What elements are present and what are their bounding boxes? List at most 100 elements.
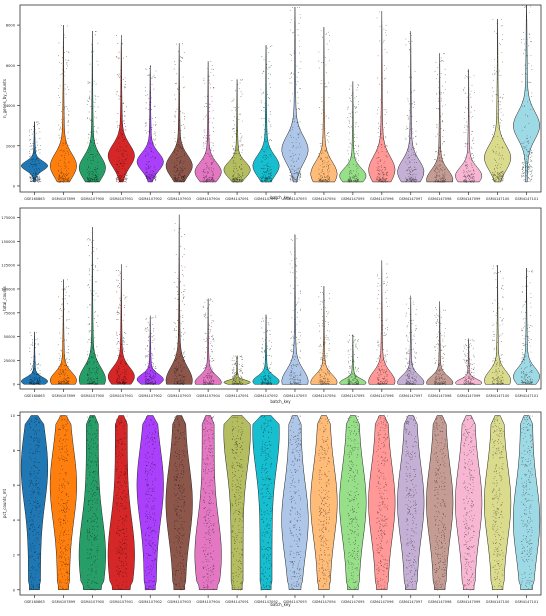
plot-frame: [19, 4, 542, 193]
x-tick-label: GSM4147095: [341, 600, 365, 604]
y-tick-label: 75000: [4, 311, 16, 315]
y-tick-label: 50000: [4, 335, 16, 339]
violin-GSM4147093: [281, 6, 309, 183]
violin-body: [281, 6, 309, 183]
violin-body: [455, 415, 483, 591]
violin-body: [513, 4, 541, 183]
violin-GSM4147098: [426, 53, 454, 183]
x-tick-label: GSM4107904: [196, 394, 220, 398]
violin-GSM4147099: [455, 338, 483, 385]
x-tick-label: GSM4147096: [370, 600, 394, 604]
violin-points: [463, 417, 475, 591]
x-tick-label: GSM4107903: [167, 197, 191, 201]
violin-body: [397, 295, 425, 385]
violin-body: [455, 338, 483, 385]
violin-GSM4107899: [49, 24, 77, 183]
violin-panel-2: 0 25000 50000 75000 100000 125000 150000 175000…: [1, 207, 542, 404]
y-tick-label: 8000: [6, 24, 16, 28]
violin-body: [252, 314, 280, 385]
violin-panel-1: 0 2000 4000 6000 8000 n_genes_by_counts batch_…: [2, 4, 542, 201]
violin-points: [376, 263, 388, 385]
violin-GSM4147101: [513, 267, 540, 385]
violin-GSM4147093: [281, 415, 309, 591]
violin-body: [107, 34, 135, 183]
y-tick-label: 0: [13, 184, 16, 188]
x-tick-label: GSM4107902: [138, 600, 162, 604]
x-tick-label: GSM4147096: [370, 394, 394, 398]
violin-points: [434, 53, 446, 183]
violin-points: [463, 339, 475, 385]
violin-body: [339, 415, 367, 591]
y-tick-label: 25000: [4, 359, 16, 363]
y-tick-label: 0: [13, 588, 16, 592]
x-tick-label: GSM4147098: [428, 197, 452, 201]
x-tick-label: GSM4147094: [312, 197, 336, 201]
violin-GSM4107903: [165, 415, 193, 591]
x-tick-label: GSM4147097: [399, 600, 423, 604]
violin-GSM4147097: [397, 295, 425, 385]
violin-points: [231, 355, 244, 385]
violin-points: [376, 415, 388, 590]
violin-body: [223, 415, 251, 591]
y-tick-label: 125000: [1, 264, 15, 268]
x-tick-label: GSM4147091: [225, 394, 249, 398]
violin-body: [426, 53, 454, 183]
violin-GSM4107902: [136, 315, 164, 385]
violin-body: [194, 61, 222, 183]
y-tick-label: 175000: [1, 216, 15, 220]
violin-GSM4147092: [252, 314, 280, 385]
y-axis-label: total_counts: [2, 286, 7, 311]
x-tick-label: GSM4147101: [515, 197, 539, 201]
violin-body: [397, 30, 425, 183]
x-tick-label: GSM4107904: [196, 197, 220, 201]
violin-points: [173, 415, 186, 591]
x-tick-label: GSM4147093: [283, 394, 307, 398]
x-tick-label: GSM4147091: [225, 600, 249, 604]
violin-body: [339, 81, 367, 183]
violin-GSM4107901: [107, 415, 135, 591]
x-tick-label: GSM4107899: [52, 394, 76, 398]
violin-body: [426, 301, 454, 385]
violin-body: [310, 26, 338, 183]
x-tick-label: GSE160863: [24, 197, 45, 201]
y-tick-label: 0: [13, 383, 16, 387]
y-tick-label: 4000: [6, 104, 16, 108]
violin-body: [20, 415, 49, 591]
y-tick-label: 2: [13, 553, 15, 557]
violin-body: [223, 355, 251, 385]
violin-body: [368, 260, 396, 385]
violin-GSM4107900: [78, 415, 106, 591]
violin-GSM4107901: [107, 263, 135, 385]
x-tick-label: GSM4147100: [486, 197, 510, 201]
violin-body: [310, 415, 338, 591]
violin-points: [434, 417, 446, 591]
x-tick-label: GSM4147098: [428, 600, 452, 604]
x-tick-label: GSM4147091: [225, 197, 249, 201]
violin-points: [144, 66, 157, 183]
x-tick-label: GSM4147095: [341, 394, 365, 398]
violin-GSM4147096: [368, 415, 396, 591]
violin-body: [455, 69, 483, 183]
x-tick-label: GSM4147099: [457, 197, 481, 201]
violin-GSM4147097: [397, 30, 425, 183]
violin-GSM4147091: [223, 79, 251, 183]
x-tick-label: GSM4147101: [515, 600, 539, 604]
violin-points: [57, 279, 70, 385]
y-axis-label: pct_counts_mt: [2, 488, 7, 518]
x-tick-label: GSM4147094: [312, 394, 336, 398]
violin-points: [173, 43, 186, 183]
violin-points: [434, 307, 446, 385]
violin-GSM4147100: [484, 415, 512, 591]
violin-points: [260, 45, 273, 183]
violin-panel-3: 0 2 4 6 8 10 pct_counts_mt batch_key GSE160863 GS…: [2, 411, 542, 607]
violin-GSM4107900: [78, 226, 106, 385]
violin-body: [50, 279, 77, 385]
violin-points: [405, 298, 417, 385]
x-tick-label: GSE160863: [24, 600, 45, 604]
x-tick-label: GSM4147096: [370, 197, 394, 201]
violin-body: [194, 298, 222, 385]
x-tick-label: GSM4107900: [81, 394, 105, 398]
violin-points: [173, 222, 186, 385]
violin-body: [107, 263, 135, 385]
